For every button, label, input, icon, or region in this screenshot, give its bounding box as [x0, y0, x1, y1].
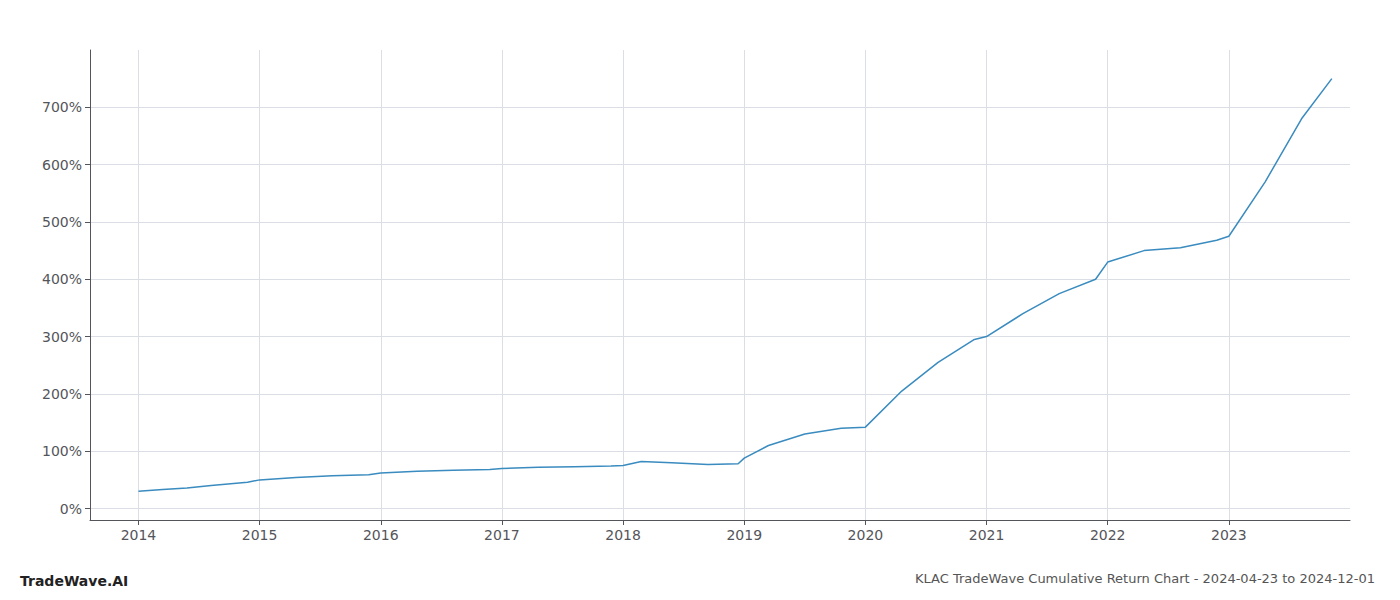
svg-text:300%: 300% [42, 329, 82, 345]
svg-text:2019: 2019 [726, 527, 762, 543]
svg-text:2017: 2017 [484, 527, 520, 543]
svg-text:400%: 400% [42, 271, 82, 287]
svg-text:2018: 2018 [605, 527, 641, 543]
svg-text:TradeWave.AI: TradeWave.AI [20, 573, 128, 589]
svg-text:2023: 2023 [1211, 527, 1247, 543]
svg-text:KLAC TradeWave Cumulative Retu: KLAC TradeWave Cumulative Return Chart -… [915, 571, 1375, 586]
svg-text:100%: 100% [42, 443, 82, 459]
svg-text:500%: 500% [42, 214, 82, 230]
svg-text:700%: 700% [42, 99, 82, 115]
svg-text:2015: 2015 [242, 527, 278, 543]
svg-text:2014: 2014 [121, 527, 157, 543]
svg-text:2020: 2020 [848, 527, 884, 543]
svg-text:600%: 600% [42, 157, 82, 173]
svg-text:0%: 0% [60, 501, 82, 517]
svg-text:200%: 200% [42, 386, 82, 402]
svg-text:2021: 2021 [969, 527, 1005, 543]
svg-text:2022: 2022 [1090, 527, 1126, 543]
svg-text:2016: 2016 [363, 527, 399, 543]
